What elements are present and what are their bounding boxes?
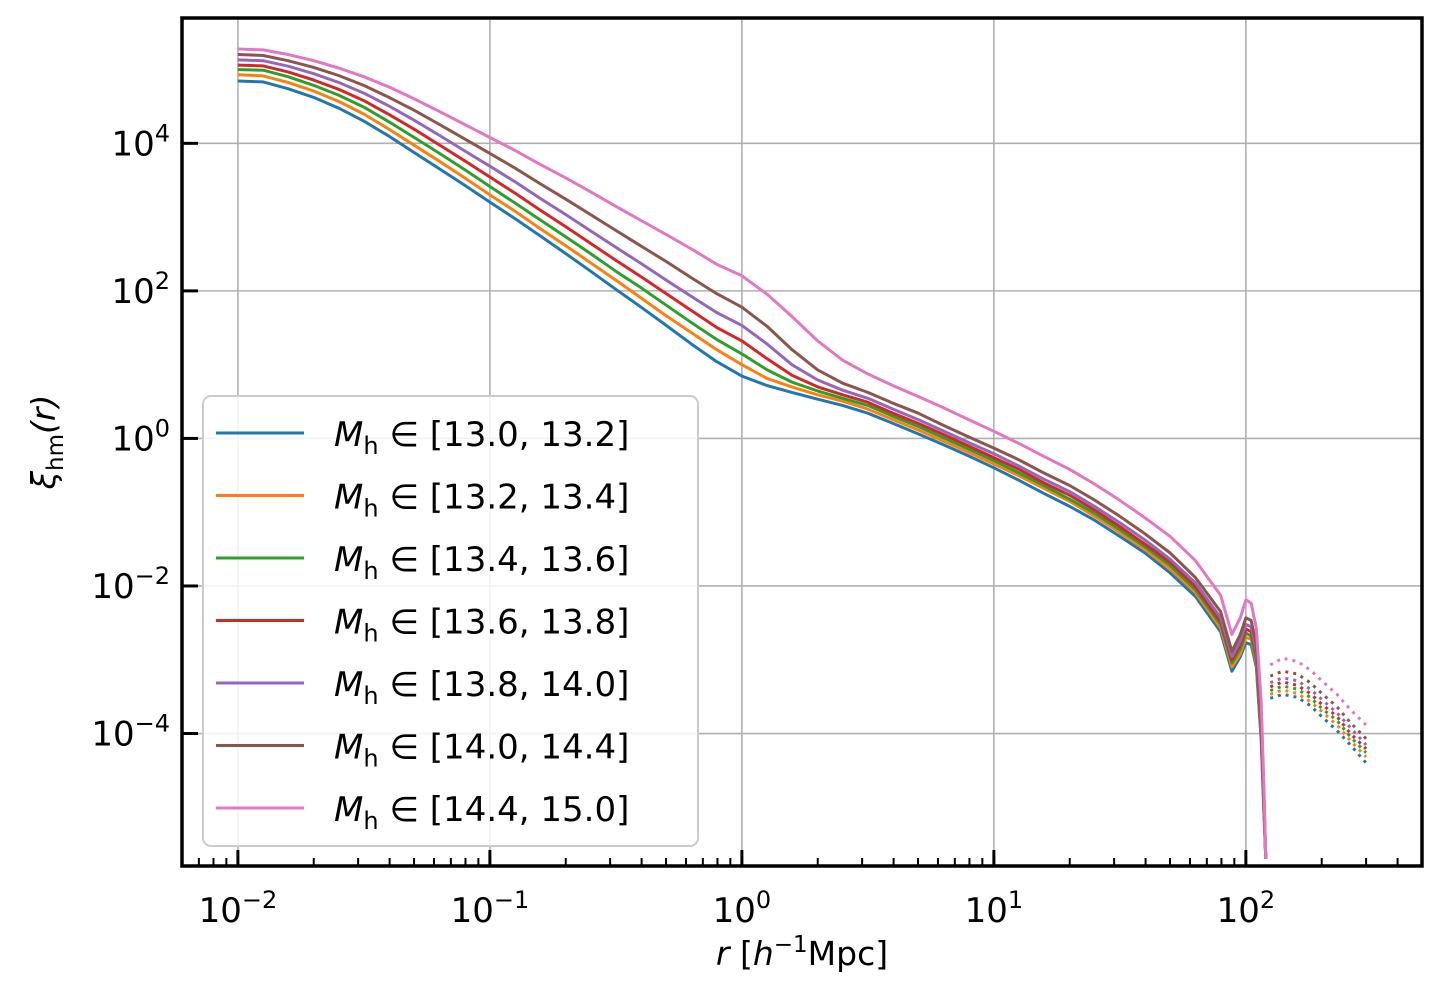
x-tick-label-1: 10−1 bbox=[451, 886, 530, 931]
x-tick-label-2: 100 bbox=[713, 886, 772, 931]
y-axis-sub: hm bbox=[43, 434, 69, 471]
series-line-6 bbox=[237, 47, 1268, 859]
legend-label-2: Mh ∈ [13.4, 13.6] bbox=[334, 540, 629, 585]
series-negative-line-3 bbox=[1269, 680, 1368, 750]
legend-label-5: Mh ∈ [14.0, 14.4] bbox=[334, 728, 629, 773]
x-axis-label: r [h−1Mpc] bbox=[716, 932, 888, 973]
y-tick-label-0: 10−4 bbox=[91, 710, 170, 755]
x-axis-unit-pre: [ bbox=[729, 934, 752, 973]
y-axis-var: ξ bbox=[24, 470, 63, 490]
x-axis-unit-exp: −1 bbox=[774, 932, 808, 958]
legend: Mh ∈ [13.0, 13.2] Mh ∈ [13.2, 13.4] Mh ∈ [… bbox=[202, 395, 699, 847]
series-negative-line-6 bbox=[1269, 656, 1368, 727]
series-line-5 bbox=[237, 53, 1268, 859]
legend-box bbox=[202, 395, 699, 847]
y-axis-label: ξhm(r) bbox=[24, 395, 69, 491]
legend-label-0: Mh ∈ [13.0, 13.2] bbox=[334, 415, 629, 460]
series-line-4 bbox=[237, 58, 1268, 859]
x-axis-unit-base: h bbox=[753, 934, 774, 973]
x-tick-label-4: 102 bbox=[1217, 886, 1276, 931]
y-axis-args: (r) bbox=[24, 395, 63, 434]
x-axis-var: r bbox=[716, 934, 732, 973]
series-negative-line-5 bbox=[1269, 669, 1368, 740]
legend-label-1: Mh ∈ [13.2, 13.4] bbox=[334, 478, 629, 523]
legend-label-3: Mh ∈ [13.6, 13.8] bbox=[334, 603, 629, 648]
y-tick-label-2: 100 bbox=[111, 414, 170, 459]
legend-label-6: Mh ∈ [14.4, 15.0] bbox=[334, 790, 629, 835]
x-axis-unit-post: Mpc] bbox=[808, 934, 888, 973]
y-tick-label-1: 10−2 bbox=[91, 562, 170, 607]
y-tick-label-3: 102 bbox=[111, 267, 170, 312]
series-negative-line-1 bbox=[1269, 688, 1368, 759]
x-tick-label-0: 10−2 bbox=[199, 886, 278, 931]
series-negative-line-2 bbox=[1269, 684, 1368, 754]
series-negative-line-0 bbox=[1269, 692, 1368, 764]
legend-label-4: Mh ∈ [13.8, 14.0] bbox=[334, 665, 629, 710]
ticks: 10−2 10−1 100 101 102 10−4 10−2 100 102 104 bbox=[91, 119, 1399, 931]
y-tick-label-4: 104 bbox=[111, 119, 170, 164]
plot-frame bbox=[180, 16, 1424, 868]
x-tick-label-3: 101 bbox=[965, 886, 1024, 931]
series-group bbox=[237, 47, 1368, 859]
series-negative-line-4 bbox=[1269, 676, 1368, 746]
